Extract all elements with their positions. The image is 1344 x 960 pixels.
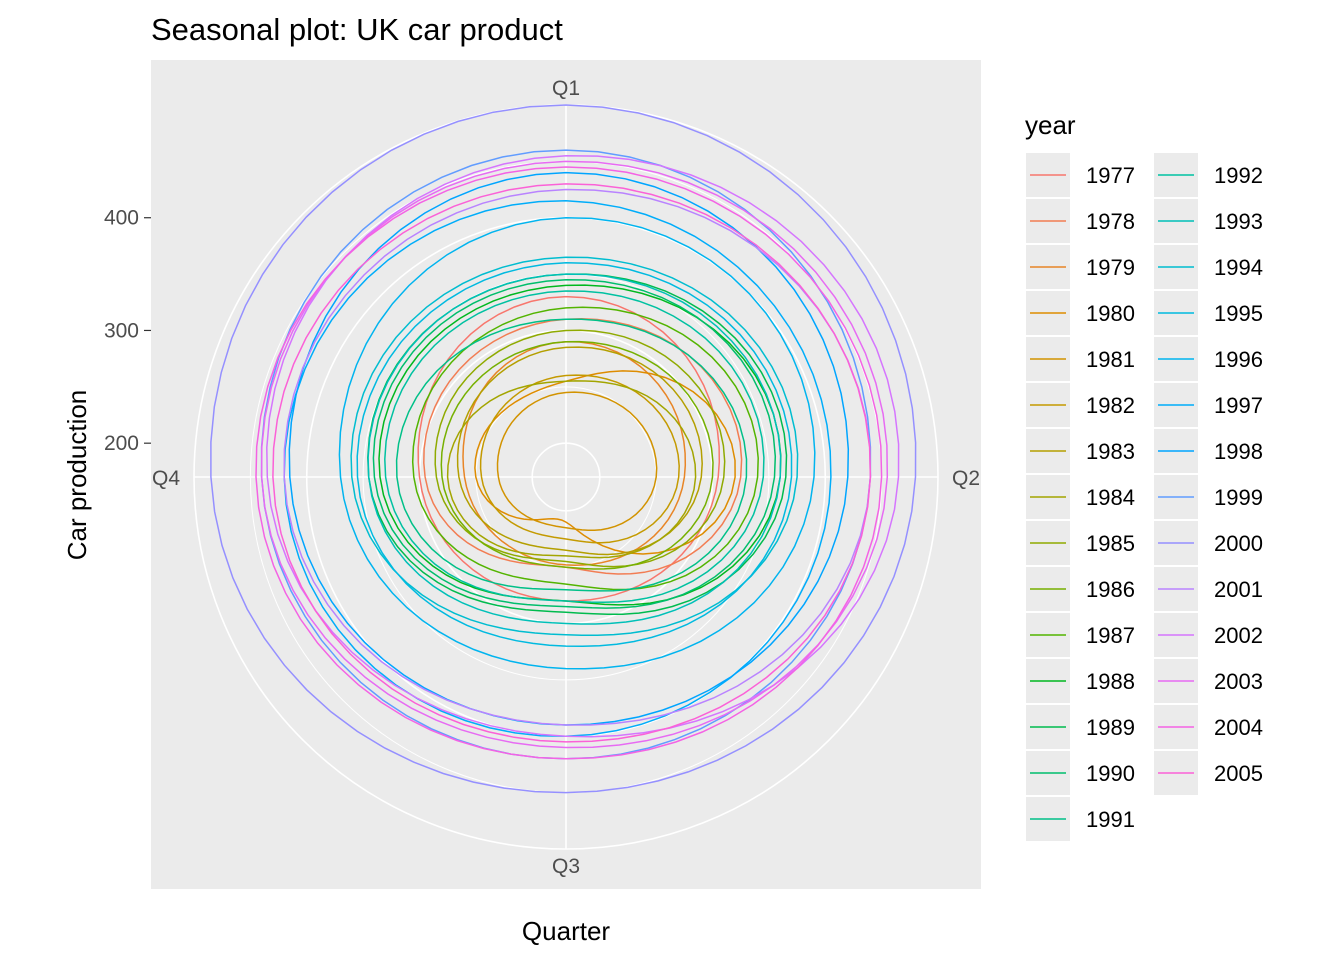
legend-label: 2002 — [1214, 623, 1263, 648]
legend-label: 1990 — [1086, 761, 1135, 786]
legend-label: 1980 — [1086, 301, 1135, 326]
series-line-2002 — [266, 154, 900, 738]
legend-item-1995: 1995 — [1154, 291, 1263, 335]
legend-item-1984: 1984 — [1026, 475, 1135, 519]
legend-item-2003: 2003 — [1154, 659, 1263, 703]
legend-item-1993: 1993 — [1154, 199, 1263, 243]
series-line-1995 — [356, 262, 793, 648]
legend-label: 1988 — [1086, 669, 1135, 694]
chart-title: Seasonal plot: UK car product — [151, 12, 563, 47]
quarter-label-Q3: Q3 — [552, 855, 580, 878]
series-line-1994 — [350, 256, 799, 637]
legend-item-1989: 1989 — [1026, 705, 1135, 749]
legend-item-1980: 1980 — [1026, 291, 1135, 335]
legend-item-1999: 1999 — [1154, 475, 1263, 519]
legend-label: 1995 — [1214, 301, 1263, 326]
y-tick-label: 400 — [104, 207, 139, 230]
legend-label: 1985 — [1086, 531, 1135, 556]
legend-item-1978: 1978 — [1026, 199, 1135, 243]
legend-label: 1987 — [1086, 623, 1135, 648]
legend-label: 1993 — [1214, 209, 1263, 234]
legend-item-1983: 1983 — [1026, 429, 1135, 473]
legend-label: 1996 — [1214, 347, 1263, 372]
quarter-label-Q2: Q2 — [952, 467, 980, 490]
series-line-1984 — [446, 380, 697, 559]
series-line-1992 — [384, 290, 765, 604]
legend-item-1988: 1988 — [1026, 659, 1135, 703]
legend-item-2002: 2002 — [1154, 613, 1263, 657]
legend-item-1977: 1977 — [1026, 153, 1135, 197]
y-tick-label: 300 — [104, 319, 139, 342]
series-line-2003 — [260, 160, 889, 749]
series-line-2004 — [255, 166, 883, 760]
series-line-1993 — [367, 273, 782, 625]
legend-label: 1977 — [1086, 163, 1135, 188]
legend-label: 2004 — [1214, 715, 1263, 740]
y-axis-ticks: 200 300 400 — [104, 207, 151, 455]
quarter-label-Q1: Q1 — [552, 77, 580, 100]
series-line-1996 — [338, 216, 816, 670]
legend-item-1994: 1994 — [1154, 245, 1263, 289]
legend-item-1982: 1982 — [1026, 383, 1135, 427]
series-line-1982 — [479, 374, 680, 544]
series-line-2000 — [210, 104, 917, 794]
legend-label: 1983 — [1086, 439, 1135, 464]
legend: year 1977 1978 1979 1980 1981 1982 1983 1984 198… — [1025, 110, 1263, 841]
series-line-1986 — [440, 340, 714, 570]
legend-label: 1992 — [1214, 163, 1263, 188]
legend-label: 1999 — [1214, 485, 1263, 510]
legend-label: 2001 — [1214, 577, 1263, 602]
legend-label: 1994 — [1214, 255, 1263, 280]
legend-label: 1986 — [1086, 577, 1135, 602]
legend-item-2000: 2000 — [1154, 521, 1263, 565]
legend-item-1979: 1979 — [1026, 245, 1135, 289]
legend-label: 1998 — [1214, 439, 1263, 464]
legend-label: 1989 — [1086, 715, 1135, 740]
legend-item-1986: 1986 — [1026, 567, 1135, 611]
legend-item-2001: 2001 — [1154, 567, 1263, 611]
series-line-1991 — [395, 318, 748, 592]
series-line-1980 — [474, 370, 736, 555]
series-line-1985 — [434, 329, 726, 568]
legend-item-1985: 1985 — [1026, 521, 1135, 565]
legend-item-1998: 1998 — [1154, 429, 1263, 473]
legend-label: 1979 — [1086, 255, 1135, 280]
series-lines — [210, 104, 917, 794]
legend-item-2005: 2005 — [1154, 751, 1263, 795]
legend-label: 1984 — [1086, 485, 1135, 510]
series-line-1987 — [411, 306, 759, 591]
legend-item-1987: 1987 — [1026, 613, 1135, 657]
series-line-1990 — [372, 278, 777, 609]
series-line-2005 — [272, 183, 872, 743]
legend-label: 2000 — [1214, 531, 1263, 556]
legend-item-1997: 1997 — [1154, 383, 1263, 427]
legend-item-1996: 1996 — [1154, 337, 1263, 381]
legend-label: 1991 — [1086, 807, 1135, 832]
legend-label: 1981 — [1086, 347, 1135, 372]
x-axis-title: Quarter — [522, 916, 610, 946]
y-axis-title: Car production — [62, 390, 92, 561]
legend-title: year — [1025, 110, 1076, 140]
legend-label: 2003 — [1214, 669, 1263, 694]
quarter-label-Q4: Q4 — [152, 467, 180, 490]
series-line-1981 — [496, 391, 658, 532]
legend-item-1992: 1992 — [1154, 153, 1263, 197]
y-tick-label: 200 — [104, 432, 139, 455]
series-line-1983 — [456, 346, 703, 556]
legend-label: 1982 — [1086, 393, 1135, 418]
legend-item-1990: 1990 — [1026, 751, 1135, 795]
legend-label: 1978 — [1086, 209, 1135, 234]
legend-item-2004: 2004 — [1154, 705, 1263, 749]
quarter-labels: Q1 Q2 Q3 Q4 — [152, 77, 980, 878]
legend-item-1991: 1991 — [1026, 797, 1135, 841]
legend-label: 1997 — [1214, 393, 1263, 418]
legend-label: 2005 — [1214, 761, 1263, 786]
legend-item-1981: 1981 — [1026, 337, 1135, 381]
